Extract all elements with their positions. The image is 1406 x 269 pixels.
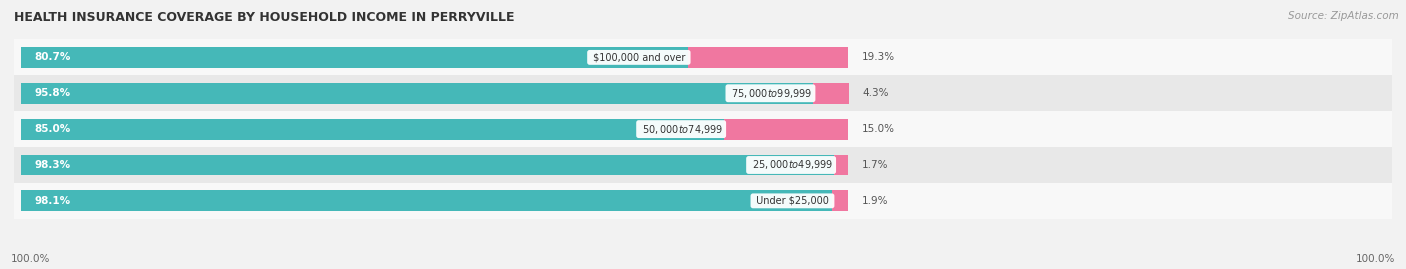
Bar (14, 111, 1392, 147)
Text: $100,000 and over: $100,000 and over (589, 52, 688, 62)
Bar (14, 183, 1392, 219)
Text: 1.9%: 1.9% (862, 196, 889, 206)
Text: Source: ZipAtlas.com: Source: ZipAtlas.com (1288, 11, 1399, 21)
Text: 1.7%: 1.7% (862, 160, 889, 170)
Bar (832, 190, 848, 211)
Bar (21, 190, 832, 211)
Bar (14, 75, 1392, 111)
Text: 100.0%: 100.0% (1355, 254, 1395, 264)
Text: 19.3%: 19.3% (862, 52, 894, 62)
Text: 100.0%: 100.0% (11, 254, 51, 264)
Bar (21, 119, 724, 140)
Bar (21, 155, 834, 175)
Text: 98.3%: 98.3% (35, 160, 70, 170)
Text: 15.0%: 15.0% (862, 124, 894, 134)
Bar (813, 83, 848, 104)
Text: HEALTH INSURANCE COVERAGE BY HOUSEHOLD INCOME IN PERRYVILLE: HEALTH INSURANCE COVERAGE BY HOUSEHOLD I… (14, 11, 515, 24)
Text: $50,000 to $74,999: $50,000 to $74,999 (638, 123, 724, 136)
Bar (21, 83, 813, 104)
Bar (14, 40, 1392, 75)
Text: Under $25,000: Under $25,000 (754, 196, 832, 206)
Text: 85.0%: 85.0% (35, 124, 70, 134)
Text: 80.7%: 80.7% (35, 52, 72, 62)
Bar (14, 147, 1392, 183)
Text: $25,000 to $49,999: $25,000 to $49,999 (748, 158, 834, 171)
Bar (724, 119, 848, 140)
Bar (688, 47, 848, 68)
Text: $75,000 to $99,999: $75,000 to $99,999 (728, 87, 813, 100)
Bar (21, 47, 688, 68)
Bar (834, 155, 848, 175)
Text: 98.1%: 98.1% (35, 196, 70, 206)
Text: 4.3%: 4.3% (862, 88, 889, 98)
Text: 95.8%: 95.8% (35, 88, 70, 98)
